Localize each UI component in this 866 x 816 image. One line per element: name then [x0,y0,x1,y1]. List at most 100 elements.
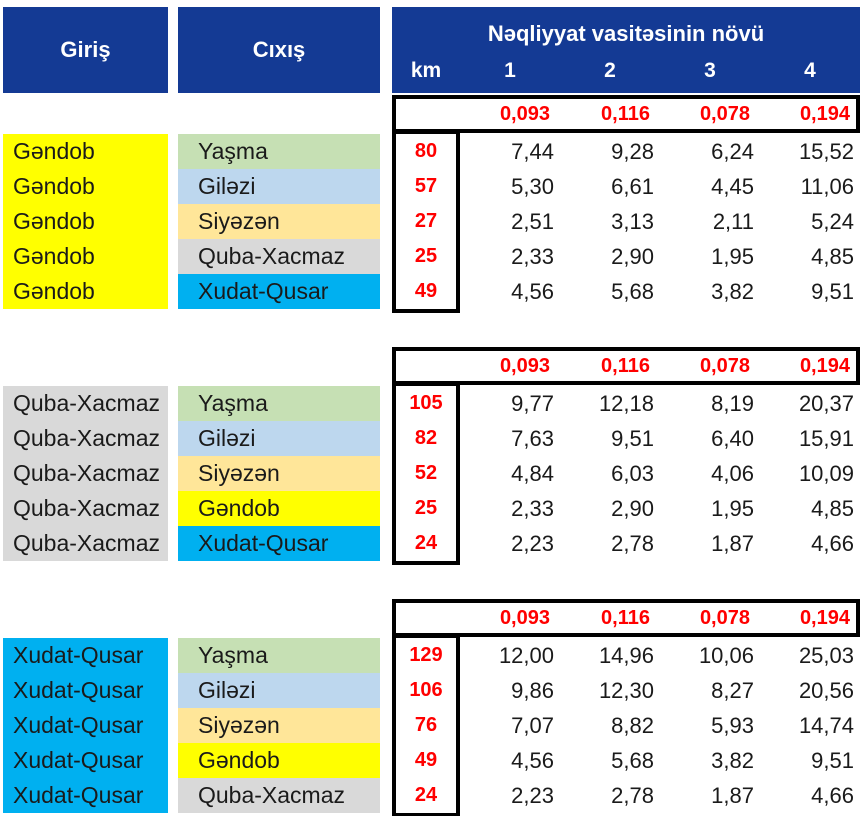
km-cell: 80 [414,140,438,162]
toll-cell: 10,09 [798,461,854,486]
toll-cell: 7,63 [511,426,554,451]
toll-cell: 4,56 [511,279,554,304]
rate-cell: 0,093 [499,103,550,125]
toll-cell: 5,68 [611,279,654,304]
rate-cell: 0,194 [799,607,850,629]
toll-cell: 10,06 [698,643,754,668]
entry-cell: Gəndob [3,134,168,169]
table-header: Giriş Cıxış Nəqliyyat vasitəsinin növü k… [3,7,866,93]
km-cell: 105 [409,392,443,414]
group-rows: Xudat-Qusar Yaşma 129 12,00 14,96 10,06 … [3,634,866,816]
rate-row: 0,093 0,116 0,078 0,194 [392,95,860,133]
toll-group-gandob: 0,093 0,116 0,078 0,194 Gəndob Yaşma 80 … [3,95,866,313]
km-cell: 27 [414,210,438,232]
toll-cell: 7,44 [511,139,554,164]
entry-column-header: Giriş [3,7,168,93]
toll-group-quba-xacmaz: 0,093 0,116 0,078 0,194 Quba-Xacmaz Yaşm… [3,347,866,565]
km-cell: 129 [409,644,443,666]
toll-cell: 5,24 [811,209,854,234]
toll-cell: 9,77 [511,391,554,416]
entry-cell: Gəndob [3,239,168,274]
rate-row: 0,093 0,116 0,078 0,194 [392,599,860,637]
entry-cell: Xudat-Qusar [3,708,168,743]
entry-cell: Quba-Xacmaz [3,526,168,561]
rate-km-blank [396,351,456,381]
rate-cell: 0,078 [699,355,750,377]
toll-cell: 1,95 [711,244,754,269]
toll-cell: 8,27 [711,678,754,703]
exit-cell: Quba-Xacmaz [178,778,380,813]
toll-cell: 2,33 [511,244,554,269]
group-spacer [3,561,866,597]
toll-cell: 4,06 [711,461,754,486]
class-header-2: 2 [604,59,616,82]
exit-cell: Gəndob [178,491,380,526]
km-column-header: km [410,59,442,82]
table-row: Quba-Xacmaz Gəndob 25 2,33 2,90 1,95 4,8… [3,491,866,526]
toll-cell: 4,84 [511,461,554,486]
toll-cell: 2,23 [511,531,554,556]
toll-cell: 11,06 [800,174,854,199]
exit-cell: Giləzi [178,673,380,708]
table-row: Gəndob Siyəzən 27 2,51 3,13 2,11 5,24 [3,204,866,239]
toll-cell: 25,03 [798,643,854,668]
toll-cell: 20,56 [798,678,854,703]
table-row: Gəndob Giləzi 57 5,30 6,61 4,45 11,06 [3,169,866,204]
km-cell: 24 [414,784,438,806]
entry-cell: Gəndob [3,204,168,239]
toll-cell: 15,91 [798,426,854,451]
toll-cell: 3,13 [611,209,654,234]
vehicle-type-title: Nəqliyyat vasitəsinin növü [487,21,765,46]
km-cell: 76 [414,714,438,736]
exit-cell: Yaşma [178,134,380,169]
exit-cell: Quba-Xacmaz [178,239,380,274]
toll-cell: 2,23 [511,783,554,808]
toll-cell: 9,51 [811,748,854,773]
toll-cell: 15,52 [798,139,854,164]
exit-cell: Xudat-Qusar [178,274,380,309]
toll-cell: 1,87 [711,783,754,808]
exit-cell: Giləzi [178,421,380,456]
rate-cell: 0,116 [601,103,650,125]
entry-cell: Quba-Xacmaz [3,386,168,421]
rate-cell: 0,194 [799,355,850,377]
class-header-row: km 1 2 3 4 [392,55,860,93]
table-row: Quba-Xacmaz Giləzi 82 7,63 9,51 6,40 15,… [3,421,866,456]
km-cell: 57 [414,175,438,197]
km-cell: 24 [414,532,438,554]
table-row: Xudat-Qusar Quba-Xacmaz 24 2,23 2,78 1,8… [3,778,866,813]
toll-cell: 2,11 [712,209,754,234]
toll-cell: 4,85 [811,244,854,269]
table-row: Quba-Xacmaz Siyəzən 52 4,84 6,03 4,06 10… [3,456,866,491]
km-cell: 82 [414,427,438,449]
km-cell: 49 [414,749,438,771]
toll-cell: 5,30 [511,174,554,199]
exit-cell: Siyəzən [178,708,380,743]
toll-cell: 6,03 [611,461,654,486]
exit-cell: Yaşma [178,638,380,673]
class-header-4: 4 [804,59,816,82]
exit-cell: Xudat-Qusar [178,526,380,561]
toll-cell: 2,51 [511,209,554,234]
km-cell: 106 [409,679,443,701]
toll-cell: 12,00 [498,643,554,668]
table-row: Quba-Xacmaz Yaşma 105 9,77 12,18 8,19 20… [3,386,866,421]
table-row: Gəndob Xudat-Qusar 49 4,56 5,68 3,82 9,5… [3,274,866,309]
entry-cell: Xudat-Qusar [3,638,168,673]
group-spacer [3,309,866,345]
toll-cell: 2,78 [611,783,654,808]
rate-row: 0,093 0,116 0,078 0,194 [392,347,860,385]
toll-cell: 2,78 [611,531,654,556]
exit-cell: Siyəzən [178,204,380,239]
table-row: Xudat-Qusar Siyəzən 76 7,07 8,82 5,93 14… [3,708,866,743]
toll-cell: 1,87 [711,531,754,556]
toll-group-xudat-qusar: 0,093 0,116 0,078 0,194 Xudat-Qusar Yaşm… [3,599,866,816]
toll-cell: 8,82 [611,713,654,738]
exit-cell: Gəndob [178,743,380,778]
toll-cell: 1,95 [711,496,754,521]
table-row: Xudat-Qusar Yaşma 129 12,00 14,96 10,06 … [3,638,866,673]
toll-cell: 4,66 [811,531,854,556]
rate-cell: 0,093 [499,355,550,377]
exit-cell: Giləzi [178,169,380,204]
